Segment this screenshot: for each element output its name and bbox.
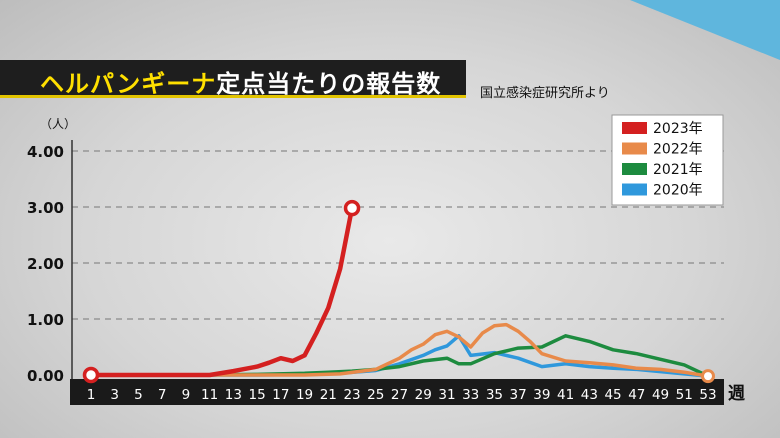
y-tick-label: 4.00 (27, 143, 64, 161)
x-tick-label: 31 (438, 387, 455, 403)
legend-label: 2021年 (653, 162, 703, 178)
x-tick-label: 53 (699, 387, 716, 403)
x-tick-label: 47 (628, 387, 645, 403)
series-line-2022年 (89, 322, 710, 378)
x-tick-label: 25 (367, 387, 384, 403)
x-tick-label: 27 (391, 387, 408, 403)
x-tick-label: 45 (604, 387, 621, 403)
y-axis-unit: （人） (40, 117, 76, 131)
x-tick-label: 7 (158, 387, 167, 403)
title-accent-text: ヘルパンギーナ (40, 70, 217, 98)
end-marker (701, 369, 715, 384)
series-lines (88, 205, 710, 378)
y-tick-label: 0.00 (27, 367, 64, 385)
x-axis-ticks: 1 3 5 7 9 11 13 15 17 19 21 23 25 27 29 31 33 35 37 39 41 43 4… (87, 387, 717, 403)
source-note: 国立感染症研究所より (480, 86, 610, 101)
legend-swatch (622, 163, 647, 175)
legend-label: 2020年 (653, 183, 703, 199)
x-axis-bar (70, 379, 724, 405)
x-tick-label: 17 (272, 387, 289, 403)
x-tick-label: 49 (652, 387, 669, 403)
x-tick-label: 9 (182, 387, 191, 403)
x-tick-label: 19 (296, 387, 313, 403)
x-tick-label: 29 (415, 387, 432, 403)
x-tick-label: 41 (557, 387, 574, 403)
x-axis-unit: 週 (728, 384, 745, 404)
series-line-2020年 (89, 334, 710, 378)
x-tick-label: 21 (320, 387, 337, 403)
title-bar (0, 60, 466, 98)
legend-swatch (622, 122, 647, 134)
x-tick-label: 1 (87, 387, 96, 403)
point-markers (82, 199, 715, 384)
series-line-2023年 (88, 205, 355, 378)
corner-accent (630, 0, 780, 60)
latest-marker (343, 199, 361, 217)
y-tick-label: 3.00 (27, 199, 64, 217)
legend: 2023年 2022年 2021年 2020年 (611, 114, 724, 206)
x-tick-label: 15 (249, 387, 266, 403)
legend-swatch (622, 142, 647, 155)
x-tick-label: 35 (486, 387, 503, 403)
start-marker (82, 366, 100, 384)
y-tick-label: 2.00 (27, 255, 64, 273)
x-tick-label: 37 (510, 387, 527, 403)
y-tick-label: 1.00 (27, 311, 64, 329)
x-tick-label: 3 (110, 387, 119, 403)
x-tick-label: 51 (676, 387, 693, 403)
chart-title: ヘルパンギーナ定点当たりの報告数 (40, 64, 441, 99)
legend-label: 2023年 (653, 121, 703, 137)
x-tick-label: 11 (201, 387, 218, 403)
x-tick-label: 5 (134, 387, 143, 403)
legend-swatch (622, 183, 647, 196)
legend-label: 2022年 (653, 142, 703, 158)
title-rest-text: 定点当たりの報告数 (216, 70, 442, 98)
y-axis-ticks: 0.00 1.00 2.00 3.00 4.00 (27, 143, 64, 385)
x-tick-label: 33 (462, 387, 479, 403)
x-tick-label: 23 (343, 387, 360, 403)
x-tick-label: 43 (581, 387, 598, 403)
x-tick-label: 39 (533, 387, 550, 403)
x-tick-label: 13 (225, 387, 242, 403)
